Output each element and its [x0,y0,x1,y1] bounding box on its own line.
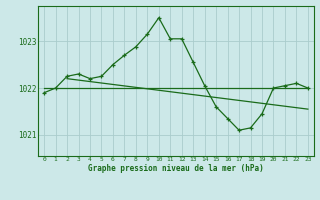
X-axis label: Graphe pression niveau de la mer (hPa): Graphe pression niveau de la mer (hPa) [88,164,264,173]
